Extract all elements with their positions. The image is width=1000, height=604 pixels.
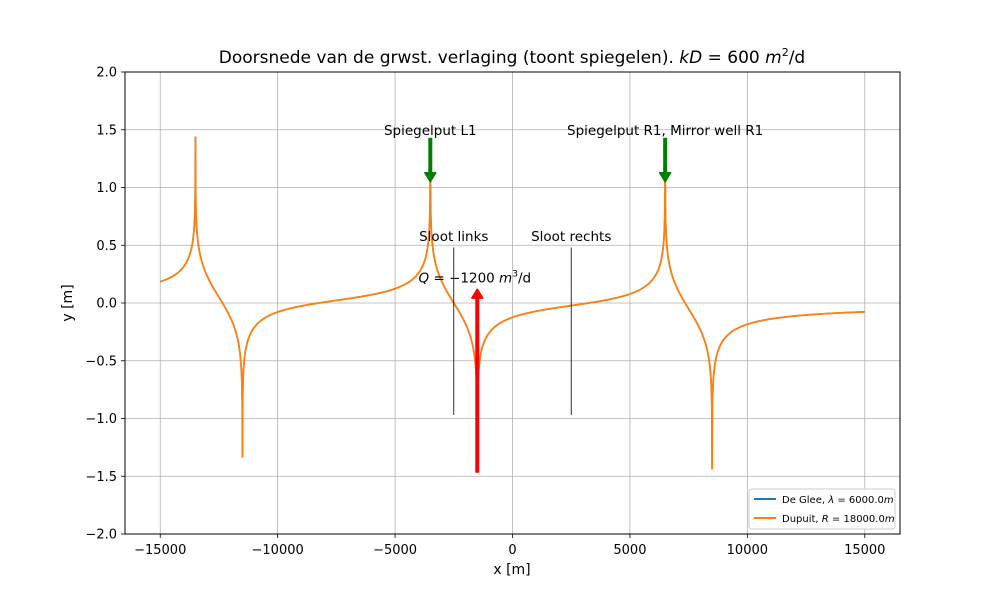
x-axis-label: x [m] bbox=[493, 562, 530, 578]
chart-title: Doorsnede van de grwst. verlaging (toont… bbox=[219, 46, 805, 68]
injection-arrow-head bbox=[658, 171, 672, 183]
y-tick-label: 2.0 bbox=[96, 66, 117, 81]
y-tick-label: −2.0 bbox=[85, 528, 117, 543]
legend-box bbox=[748, 488, 896, 530]
legend: De Glee, λ = 6000.0m Dupuit, R = 18000.0… bbox=[748, 488, 896, 530]
y-tick-label: 1.0 bbox=[96, 181, 117, 196]
annotation-ditch-left: Sloot links bbox=[419, 229, 488, 245]
y-tick-label: 0.0 bbox=[96, 297, 117, 312]
arrows bbox=[424, 137, 672, 473]
ditch-lines bbox=[453, 247, 572, 416]
x-tick-label: 5000 bbox=[613, 543, 646, 558]
x-tick-label: 10000 bbox=[727, 543, 768, 558]
x-tick-label: 0 bbox=[508, 543, 516, 558]
x-tick-label: −10000 bbox=[252, 543, 304, 558]
x-tick-label: −15000 bbox=[134, 543, 186, 558]
annotation-flow-rate: Q = −1200 m3/d bbox=[419, 270, 532, 287]
y-tick-label: −1.5 bbox=[85, 470, 117, 485]
y-tick-label: −1.0 bbox=[85, 412, 117, 427]
x-tick-label: 15000 bbox=[844, 543, 885, 558]
y-tick-label: −0.5 bbox=[85, 354, 117, 369]
y-tick-label: 0.5 bbox=[96, 239, 117, 254]
injection-arrow-head bbox=[424, 171, 437, 183]
y-tick-label: 1.5 bbox=[96, 123, 117, 138]
x-tick-label: −5000 bbox=[373, 543, 417, 558]
legend-label-de-glee: De Glee, λ = 6000.0m bbox=[782, 495, 894, 506]
curves bbox=[159, 136, 865, 470]
annotation-mirror-well-right: Spiegelput R1, Mirror well R1 bbox=[567, 123, 763, 139]
annotation-ditch-right: Sloot rechts bbox=[531, 229, 611, 245]
series-line-dupuit bbox=[159, 136, 865, 470]
ticks: −15000 −10000 −5000 0 5000 10000 15000 −2.0 −1.5… bbox=[85, 66, 885, 559]
legend-label-dupuit: Dupuit, R = 18000.0m bbox=[782, 514, 895, 525]
annotation-mirror-well-left: Spiegelput L1 bbox=[384, 123, 477, 139]
extraction-arrow-head bbox=[471, 288, 484, 299]
y-axis-label: y [m] bbox=[60, 284, 76, 321]
